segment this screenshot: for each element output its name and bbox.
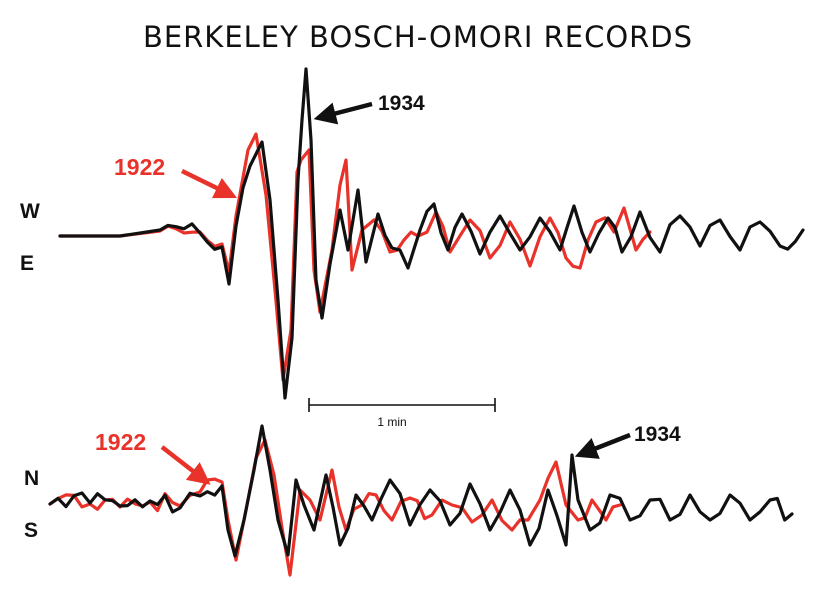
label-1934-ns: 1934 [634,423,681,446]
arrow-1922-ew [181,168,238,199]
component-label-s: S [24,519,38,542]
component-label-n: N [24,467,39,490]
trace-ns-1934 [48,424,794,558]
scale-bar-label: 1 min [377,415,406,429]
arrow-1922-ns [160,445,211,485]
component-label-e: E [20,252,34,275]
arrow-1934-ew [313,101,373,125]
trace-ew-1934 [58,67,805,400]
label-1922-ew: 1922 [114,154,165,180]
scale-bar: 1 min [308,398,496,429]
label-1934-ew: 1934 [378,92,425,115]
panel-ew: W E 1922 1934 [20,67,805,400]
label-1922-ns: 1922 [95,429,146,455]
arrow-1934-ns [574,432,631,459]
figure-title: BERKELEY BOSCH-OMORI RECORDS [143,20,693,54]
panel-ns: N S 1922 1934 [24,423,794,577]
component-label-w: W [20,200,40,223]
trace-ns-1922 [48,438,622,577]
